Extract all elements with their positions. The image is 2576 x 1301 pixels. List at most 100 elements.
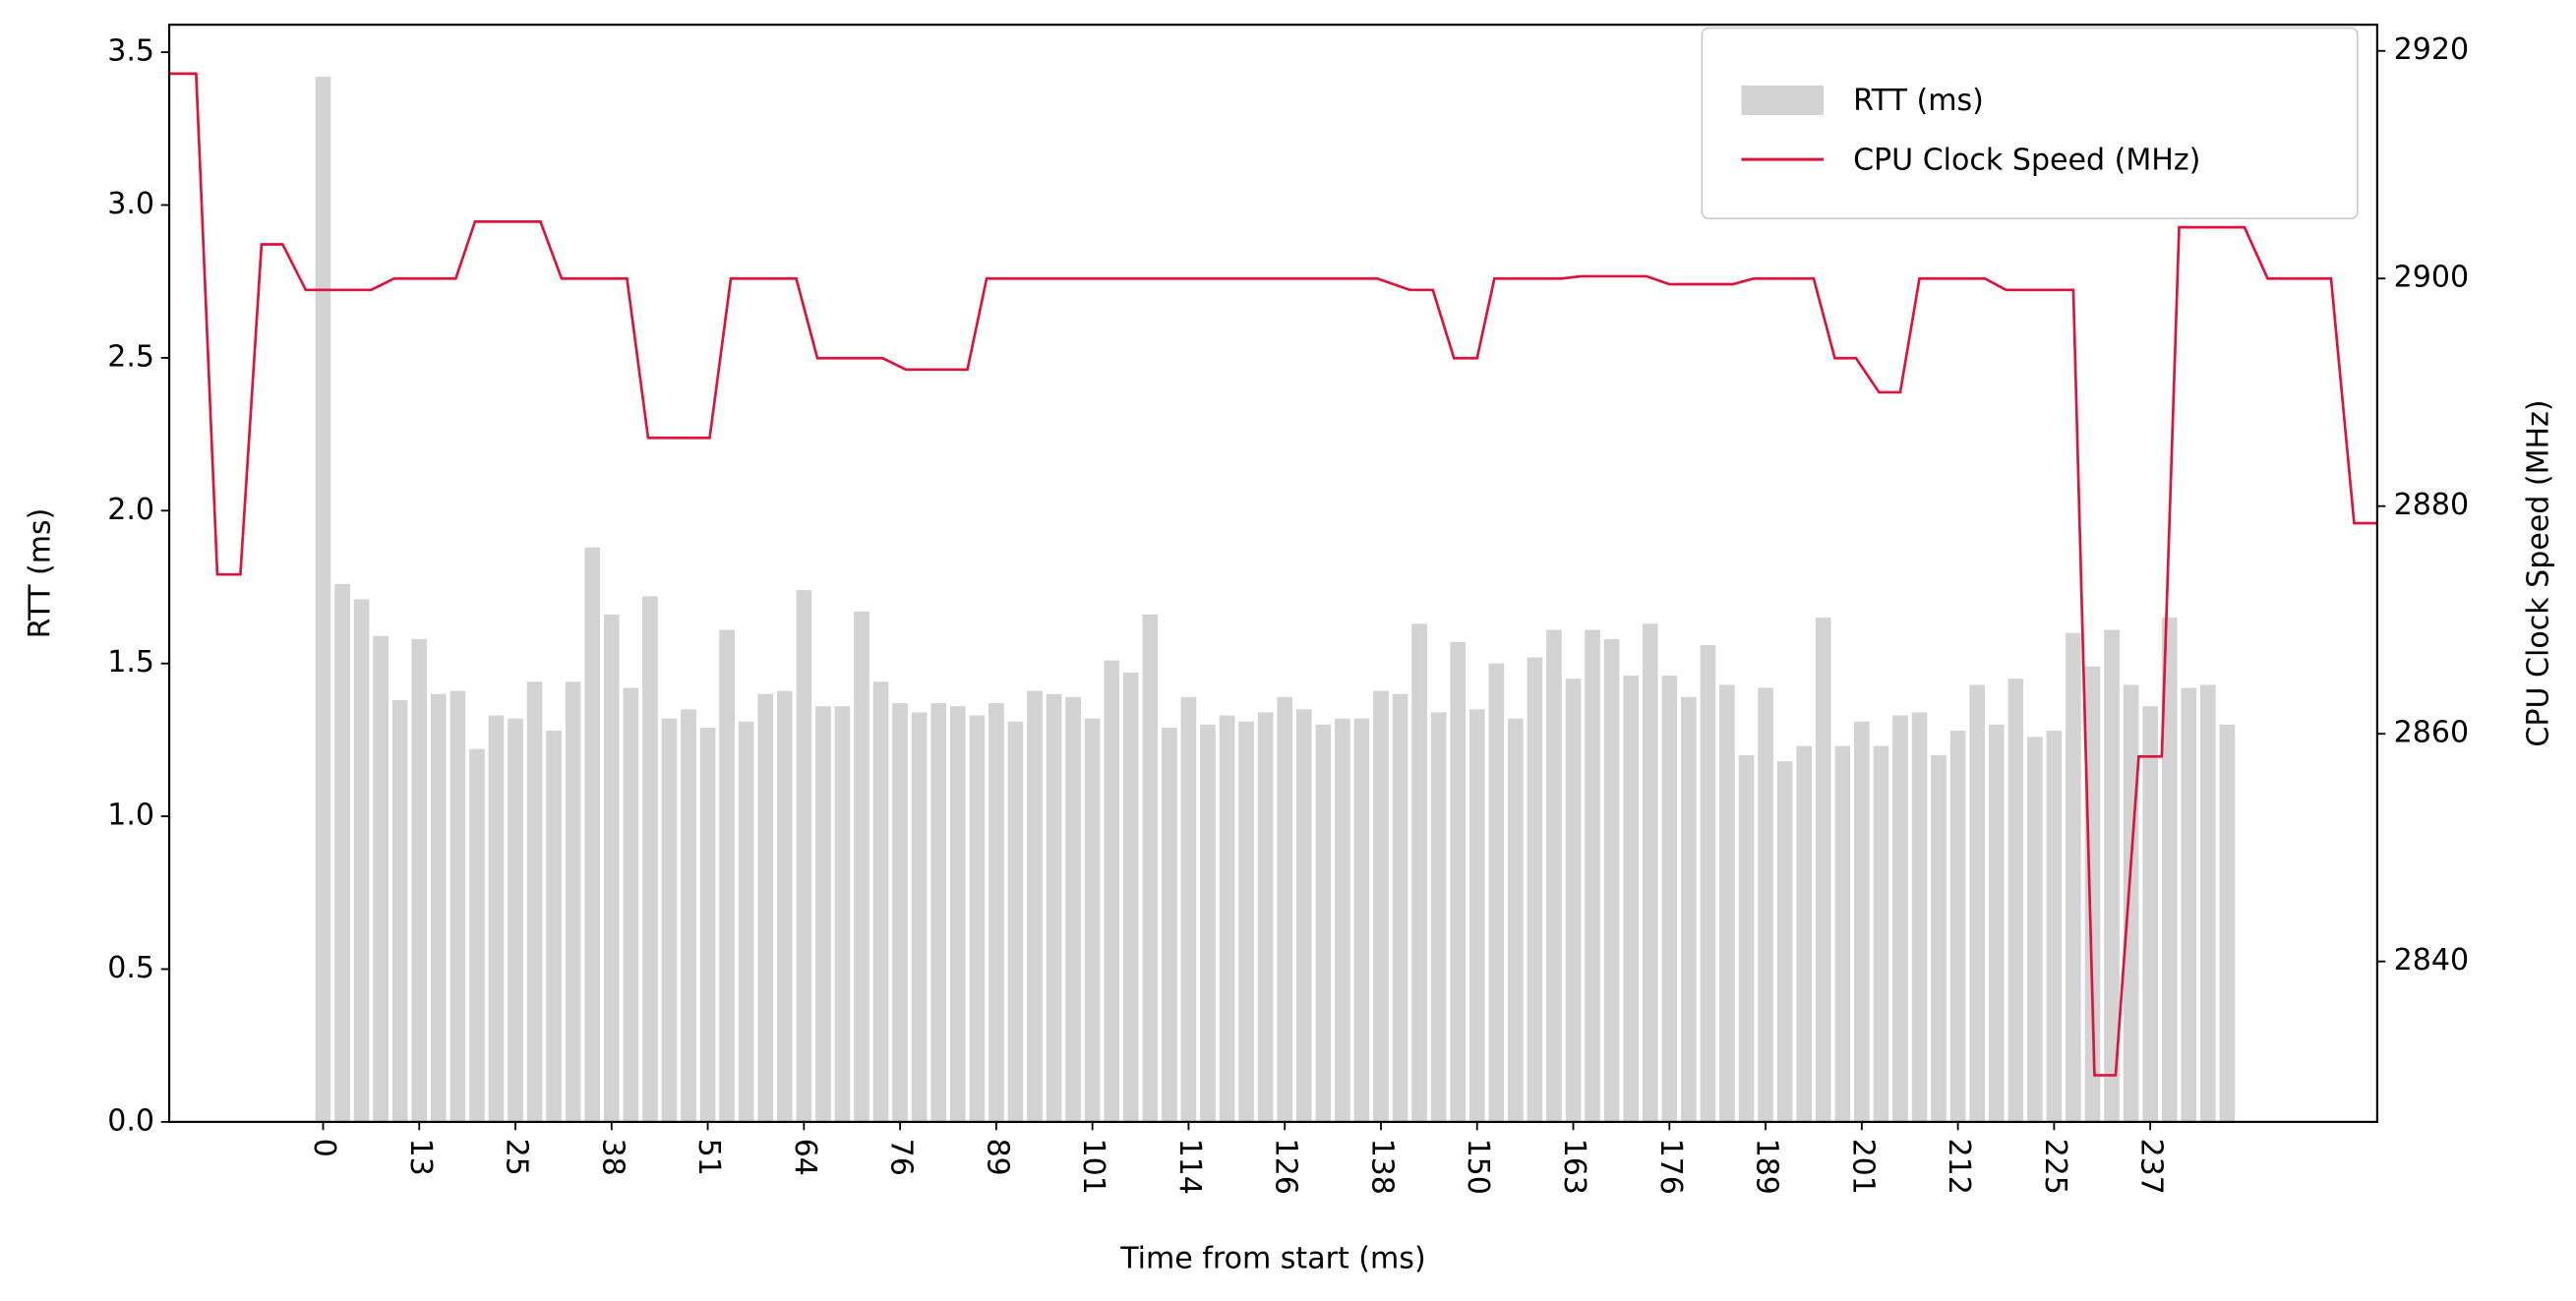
bar (1122, 673, 1139, 1122)
x-tick-label: 201 (1845, 1139, 1880, 1195)
bar (834, 706, 851, 1122)
x-tick-label: 176 (1653, 1139, 1688, 1195)
y-tick-label: 2.0 (107, 493, 154, 527)
bar (623, 687, 639, 1122)
bar (1277, 696, 1293, 1122)
bar (488, 715, 505, 1122)
bar (796, 590, 812, 1122)
bar (1758, 687, 1773, 1122)
line (169, 72, 2377, 1077)
x-tick-label: 114 (1172, 1139, 1207, 1195)
bar (1508, 718, 1524, 1122)
bar (565, 681, 581, 1122)
y-tick-label: 0.0 (107, 1103, 154, 1138)
bar (815, 706, 831, 1122)
x-tick-label: 101 (1076, 1139, 1110, 1195)
bar (1931, 754, 1947, 1122)
bar (988, 703, 1004, 1122)
bar (1527, 657, 1543, 1122)
y2-tick-label: 2880 (2394, 488, 2469, 522)
bar (315, 76, 331, 1122)
bar (1681, 696, 1697, 1122)
bar (1949, 731, 1966, 1122)
bar (1719, 684, 1735, 1122)
bar (1585, 629, 1600, 1122)
bar (2181, 687, 2197, 1122)
y-tick-label: 0.5 (107, 951, 154, 985)
bar (872, 681, 889, 1122)
bar (1007, 721, 1024, 1122)
bar (1873, 745, 1889, 1122)
y-tick-label: 1.0 (107, 798, 154, 833)
bar (892, 703, 908, 1122)
bar (1180, 696, 1197, 1122)
bar (1603, 638, 1620, 1122)
bar (526, 681, 543, 1122)
bar (1738, 754, 1755, 1122)
x-tick-label: 189 (1750, 1139, 1784, 1195)
bar (1315, 724, 1332, 1122)
bar (2007, 679, 2024, 1122)
y-tick-label: 3.5 (107, 34, 154, 69)
bar (719, 629, 735, 1122)
bar (1700, 645, 1716, 1122)
bar (1623, 676, 1640, 1122)
bar (2027, 737, 2043, 1122)
legend-label: CPU Clock Speed (MHz) (1853, 143, 2200, 177)
bar (2199, 684, 2216, 1122)
bar (1104, 660, 1120, 1122)
bar (1450, 641, 1467, 1122)
x-tick-label: 89 (980, 1139, 1014, 1176)
x-axis-label: Time from start (ms) (1119, 1242, 1425, 1276)
x-tick-label: 51 (691, 1139, 726, 1176)
bar (1776, 761, 1793, 1122)
bar (699, 727, 716, 1122)
bar (1969, 684, 1985, 1122)
bar (1488, 663, 1505, 1122)
plot-area (169, 72, 2377, 1122)
bar (1565, 679, 1582, 1122)
bar (449, 690, 466, 1122)
y2-axis-label: CPU Clock Speed (MHz) (2522, 399, 2556, 746)
x-tick-label: 138 (1364, 1139, 1399, 1195)
bar (411, 638, 428, 1122)
bar (969, 715, 986, 1122)
bar (1219, 715, 1235, 1122)
bar (1815, 618, 1831, 1122)
bar (2123, 684, 2139, 1122)
y2-tick-label: 2920 (2394, 32, 2469, 67)
y2-tick-label: 2860 (2394, 716, 2469, 750)
bar (1142, 614, 1159, 1122)
bar (1084, 718, 1101, 1122)
bar (930, 703, 947, 1122)
bar (1353, 718, 1370, 1122)
y-tick-label: 2.5 (107, 339, 154, 374)
y-tick-label: 1.5 (107, 645, 154, 680)
bar (1546, 629, 1562, 1122)
bar (546, 731, 562, 1122)
bar (334, 583, 350, 1122)
bar (1892, 715, 1908, 1122)
x-tick-label: 126 (1269, 1139, 1303, 1195)
legend-box (1701, 27, 2359, 220)
plot-frame (167, 24, 2378, 1123)
bar (1373, 690, 1389, 1122)
legend: RTT (ms) CPU Clock Speed (MHz) (1701, 27, 2359, 220)
bar (1046, 693, 1062, 1122)
bar (391, 699, 408, 1122)
bar (1200, 724, 1216, 1122)
y-tick-label: 3.0 (107, 187, 154, 221)
bar (1988, 724, 2005, 1122)
bar (1796, 745, 1812, 1122)
bar (1430, 712, 1447, 1122)
bar (1661, 676, 1678, 1122)
x-tick-label: 76 (884, 1139, 919, 1176)
y2-tick-label: 2900 (2394, 261, 2469, 295)
bar (2219, 724, 2236, 1122)
bar (430, 693, 447, 1122)
x-tick-label: 64 (788, 1139, 822, 1176)
y-axis-label: RTT (ms) (23, 508, 57, 639)
bar (1392, 693, 1408, 1122)
